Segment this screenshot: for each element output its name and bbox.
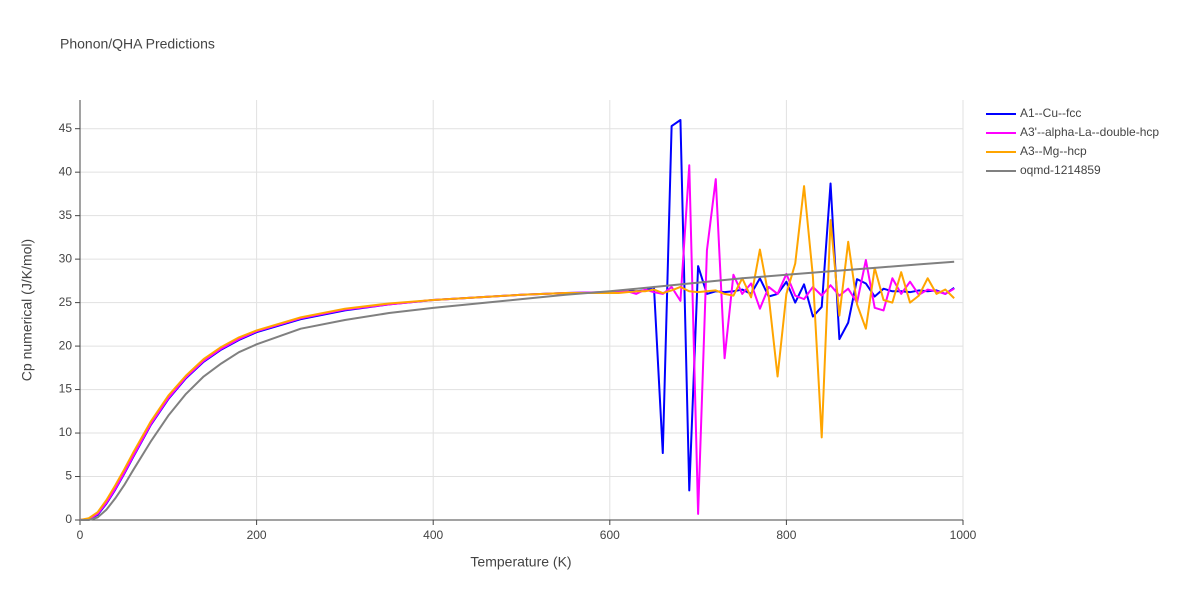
chart-title: Phonon/QHA Predictions <box>60 36 215 52</box>
y-axis-title: Cp numerical (J/K/mol) <box>19 239 35 381</box>
x-tick-label: 0 <box>77 528 84 542</box>
legend-label: oqmd-1214859 <box>1020 163 1101 177</box>
series-line <box>79 164 955 521</box>
y-tick-label: 35 <box>59 208 73 222</box>
series-line <box>79 119 955 521</box>
y-tick-label: 20 <box>59 338 73 352</box>
y-tick-label: 25 <box>59 295 73 309</box>
x-axis-title: Temperature (K) <box>470 554 571 570</box>
y-tick-label: 15 <box>59 382 73 396</box>
x-tick-label: 1000 <box>950 528 977 542</box>
x-tick-label: 400 <box>423 528 443 542</box>
x-tick-label: 600 <box>600 528 620 542</box>
legend-label: A3'--alpha-La--double-hcp <box>1020 125 1159 139</box>
y-tick-label: 10 <box>59 425 73 439</box>
y-tick-label: 45 <box>59 121 73 135</box>
y-tick-label: 0 <box>65 512 72 526</box>
legend-label: A3--Mg--hcp <box>1020 144 1087 158</box>
y-tick-label: 40 <box>59 164 73 178</box>
legend-label: A1--Cu--fcc <box>1020 106 1081 120</box>
y-tick-label: 5 <box>65 469 72 483</box>
x-tick-label: 200 <box>247 528 267 542</box>
series-line <box>79 185 955 521</box>
series-line <box>80 260 955 521</box>
x-tick-label: 800 <box>776 528 796 542</box>
y-tick-label: 30 <box>59 251 73 265</box>
